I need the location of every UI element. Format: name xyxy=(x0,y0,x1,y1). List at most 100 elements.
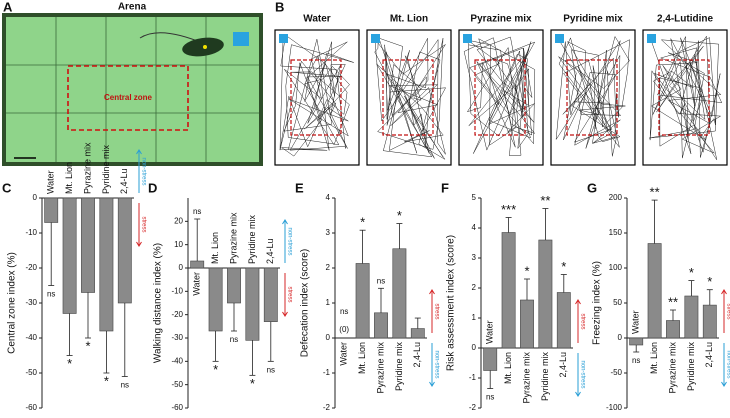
odor-spot xyxy=(647,34,656,43)
bar xyxy=(263,267,278,322)
direction-label: stress xyxy=(140,216,146,232)
bar xyxy=(702,304,717,339)
arrow-head xyxy=(721,381,727,387)
panel-letter: D xyxy=(148,180,157,195)
bar xyxy=(355,263,370,339)
bar xyxy=(227,267,241,304)
direction-label: non-stress xyxy=(286,227,292,255)
category-label: Pyridine mix xyxy=(247,214,257,264)
significance-label: ns xyxy=(230,335,238,344)
y-tick-label: -60 xyxy=(25,403,37,412)
category-label: Pyrazine mix xyxy=(667,342,677,394)
y-tick-label: -1 xyxy=(323,368,331,377)
direction-label: stress xyxy=(286,286,292,302)
arrow-head xyxy=(429,381,435,387)
y-tick-label: -60 xyxy=(171,403,183,412)
trajectory-title: Mt. Lion xyxy=(390,14,428,25)
y-tick-label: -40 xyxy=(171,356,183,365)
y-tick-label: 0 xyxy=(179,263,184,272)
category-label: Pyridine mix xyxy=(394,342,404,392)
y-tick-label: 4 xyxy=(326,193,331,202)
y-tick-label: 3 xyxy=(472,253,477,262)
category-label: Mt. Lion xyxy=(503,352,513,384)
panel-letter: F xyxy=(441,180,449,195)
panel-letter: B xyxy=(275,0,284,14)
odor-spot xyxy=(555,34,564,43)
value-label: (0) xyxy=(339,325,349,334)
y-tick-label: -40 xyxy=(25,333,37,342)
y-tick-label: -10 xyxy=(171,286,183,295)
panel-letter: C xyxy=(2,180,12,195)
category-label: Water xyxy=(485,320,495,344)
trajectory xyxy=(649,35,723,160)
bar xyxy=(520,299,534,349)
y-tick-label: 150 xyxy=(609,228,623,237)
y-tick-label: -50 xyxy=(610,368,622,377)
direction-label: non-stress xyxy=(725,350,730,378)
panel-letter: A xyxy=(3,0,13,14)
category-label: Pyridine mix xyxy=(686,342,696,392)
category-label: Pyridine mix xyxy=(540,352,550,402)
bar xyxy=(410,328,425,339)
significance-label: * xyxy=(689,265,694,280)
y-tick-label: 20 xyxy=(174,216,183,225)
category-label: Pyrazine mix xyxy=(521,352,531,404)
significance-label: * xyxy=(67,356,72,371)
central-zone xyxy=(474,59,526,136)
y-tick-label: 5 xyxy=(472,193,477,202)
category-label: Pyridine mix xyxy=(101,144,111,194)
significance-label: ** xyxy=(668,294,678,309)
arena-photo xyxy=(2,13,263,166)
y-tick-label: 200 xyxy=(609,193,623,202)
arrow-head xyxy=(282,219,288,225)
panel-title: Arena xyxy=(118,2,147,13)
category-label: 2,4-Lu xyxy=(412,342,422,368)
trajectory xyxy=(463,36,536,156)
category-label: Mt. Lion xyxy=(649,342,659,374)
significance-label: ns xyxy=(632,356,640,365)
y-tick-label: -10 xyxy=(25,228,37,237)
arrow-head xyxy=(136,149,142,155)
central-zone xyxy=(290,59,342,136)
direction-label: stress xyxy=(725,303,730,319)
bar xyxy=(81,197,95,293)
odor-spot xyxy=(463,34,472,43)
category-label: Pyrazine mix xyxy=(228,212,238,264)
direction-label: non-stress xyxy=(433,350,439,378)
y-tick-label: 0 xyxy=(326,333,331,342)
y-tick-label: -1 xyxy=(469,373,477,382)
bar xyxy=(44,197,59,223)
arrow-head xyxy=(721,289,727,295)
significance-label: * xyxy=(213,362,218,377)
significance-label: ns xyxy=(121,381,129,390)
category-label: 2,4-Lu xyxy=(558,352,568,378)
direction-label: non-stress xyxy=(140,157,146,185)
trajectory xyxy=(371,35,447,160)
y-tick-label: -50 xyxy=(25,368,37,377)
y-axis-label: Defecation index (score) xyxy=(300,249,311,357)
significance-label: ns xyxy=(340,307,348,316)
bar xyxy=(245,267,260,341)
trajectory-title: Water xyxy=(303,14,331,25)
arrow-head xyxy=(429,289,435,295)
bar xyxy=(392,248,407,339)
significance-label: * xyxy=(707,274,712,289)
bar xyxy=(684,295,699,339)
y-tick-label: 3 xyxy=(326,228,331,237)
bar xyxy=(62,197,77,314)
bar xyxy=(190,260,205,269)
category-label: Pyrazine mix xyxy=(375,342,385,394)
y-axis-label: Central zone index (%) xyxy=(7,252,18,354)
bar xyxy=(374,312,388,339)
y-tick-label: 50 xyxy=(613,298,622,307)
central-zone xyxy=(566,59,618,136)
category-label: Water xyxy=(46,170,56,194)
y-tick-label: 0 xyxy=(472,343,477,352)
y-tick-label: 2 xyxy=(472,283,477,292)
trajectory-title: Pyrazine mix xyxy=(470,14,532,25)
y-tick-label: -20 xyxy=(171,310,183,319)
category-label: 2,4-Lu xyxy=(119,168,129,194)
y-tick-label: -50 xyxy=(171,380,183,389)
